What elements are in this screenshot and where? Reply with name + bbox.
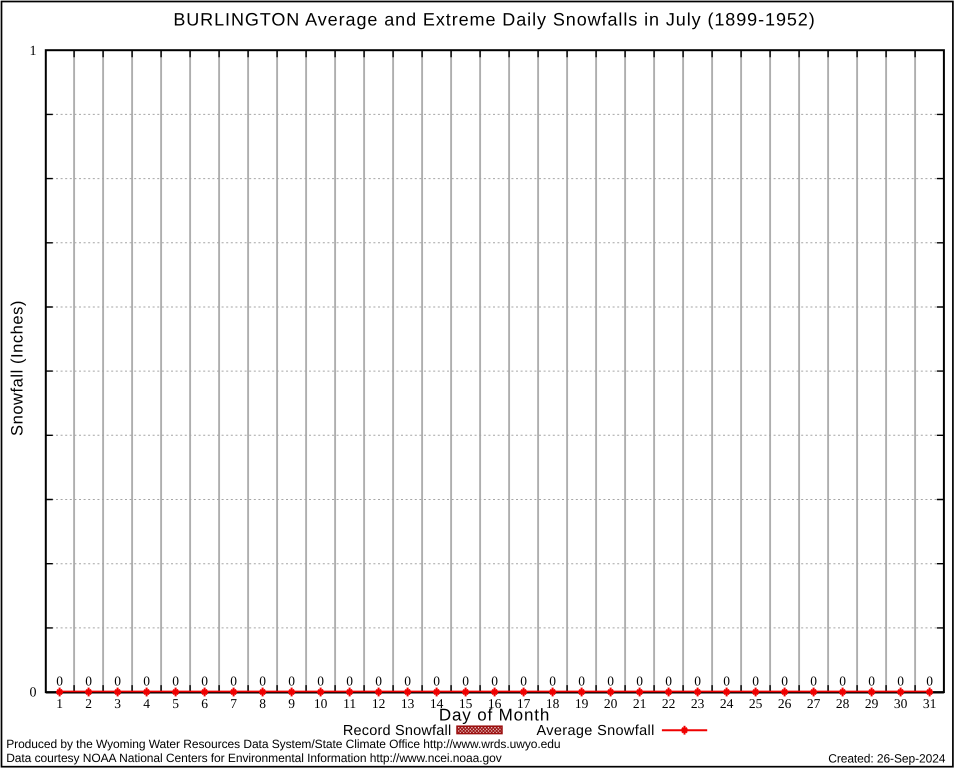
svg-text:29: 29 bbox=[865, 696, 879, 711]
svg-text:27: 27 bbox=[807, 696, 821, 711]
svg-text:0: 0 bbox=[520, 674, 527, 689]
svg-text:26: 26 bbox=[778, 696, 792, 711]
svg-text:0: 0 bbox=[578, 674, 585, 689]
svg-text:9: 9 bbox=[288, 696, 295, 711]
svg-text:17: 17 bbox=[517, 696, 531, 711]
svg-text:0: 0 bbox=[839, 674, 846, 689]
svg-text:BURLINGTON Average and Extreme: BURLINGTON Average and Extreme Daily Sno… bbox=[173, 10, 815, 30]
svg-text:0: 0 bbox=[85, 674, 92, 689]
svg-text:30: 30 bbox=[894, 696, 908, 711]
svg-text:12: 12 bbox=[372, 696, 386, 711]
svg-text:19: 19 bbox=[575, 696, 589, 711]
svg-text:21: 21 bbox=[633, 696, 647, 711]
svg-text:14: 14 bbox=[430, 696, 444, 711]
svg-text:Record Snowfall: Record Snowfall bbox=[343, 723, 452, 739]
svg-text:31: 31 bbox=[923, 696, 937, 711]
svg-text:0: 0 bbox=[462, 674, 469, 689]
svg-text:Created: 26-Sep-2024: Created: 26-Sep-2024 bbox=[828, 751, 946, 765]
svg-text:16: 16 bbox=[488, 696, 502, 711]
svg-text:10: 10 bbox=[314, 696, 328, 711]
svg-text:7: 7 bbox=[230, 696, 237, 711]
svg-text:0: 0 bbox=[30, 685, 37, 700]
svg-text:Snowfall (Inches): Snowfall (Inches) bbox=[9, 300, 27, 436]
svg-text:0: 0 bbox=[56, 674, 63, 689]
svg-text:Average Snowfall: Average Snowfall bbox=[537, 723, 655, 739]
svg-text:0: 0 bbox=[375, 674, 382, 689]
svg-text:0: 0 bbox=[810, 674, 817, 689]
svg-text:0: 0 bbox=[752, 674, 759, 689]
svg-text:18: 18 bbox=[546, 696, 560, 711]
svg-text:0: 0 bbox=[607, 674, 614, 689]
svg-text:2: 2 bbox=[85, 696, 92, 711]
svg-text:0: 0 bbox=[143, 674, 150, 689]
svg-text:8: 8 bbox=[259, 696, 266, 711]
svg-text:0: 0 bbox=[781, 674, 788, 689]
svg-text:0: 0 bbox=[433, 674, 440, 689]
svg-text:Data courtesy NOAA National Ce: Data courtesy NOAA National Centers for … bbox=[6, 751, 502, 765]
svg-text:0: 0 bbox=[723, 674, 730, 689]
svg-text:28: 28 bbox=[836, 696, 850, 711]
svg-text:0: 0 bbox=[897, 674, 904, 689]
svg-text:0: 0 bbox=[172, 674, 179, 689]
svg-text:3: 3 bbox=[114, 696, 121, 711]
svg-text:0: 0 bbox=[694, 674, 701, 689]
svg-text:0: 0 bbox=[636, 674, 643, 689]
svg-text:0: 0 bbox=[491, 674, 498, 689]
svg-text:1: 1 bbox=[56, 696, 63, 711]
svg-text:Day of Month: Day of Month bbox=[439, 705, 550, 724]
svg-text:0: 0 bbox=[868, 674, 875, 689]
svg-text:15: 15 bbox=[459, 696, 473, 711]
svg-text:5: 5 bbox=[172, 696, 179, 711]
svg-text:Produced by the Wyoming Water: Produced by the Wyoming Water Resources … bbox=[6, 737, 560, 751]
svg-text:0: 0 bbox=[926, 674, 933, 689]
svg-text:0: 0 bbox=[114, 674, 121, 689]
svg-text:0: 0 bbox=[346, 674, 353, 689]
svg-text:0: 0 bbox=[230, 674, 237, 689]
svg-text:22: 22 bbox=[662, 696, 676, 711]
svg-text:25: 25 bbox=[749, 696, 763, 711]
svg-text:0: 0 bbox=[201, 674, 208, 689]
svg-text:11: 11 bbox=[343, 696, 356, 711]
svg-text:0: 0 bbox=[288, 674, 295, 689]
svg-text:20: 20 bbox=[604, 696, 618, 711]
svg-text:13: 13 bbox=[401, 696, 415, 711]
svg-text:6: 6 bbox=[201, 696, 208, 711]
svg-text:0: 0 bbox=[259, 674, 266, 689]
svg-text:23: 23 bbox=[691, 696, 705, 711]
svg-text:0: 0 bbox=[665, 674, 672, 689]
svg-text:0: 0 bbox=[317, 674, 324, 689]
svg-text:1: 1 bbox=[30, 44, 37, 59]
svg-text:24: 24 bbox=[720, 696, 734, 711]
svg-text:0: 0 bbox=[404, 674, 411, 689]
svg-text:0: 0 bbox=[549, 674, 556, 689]
svg-text:4: 4 bbox=[143, 696, 150, 711]
